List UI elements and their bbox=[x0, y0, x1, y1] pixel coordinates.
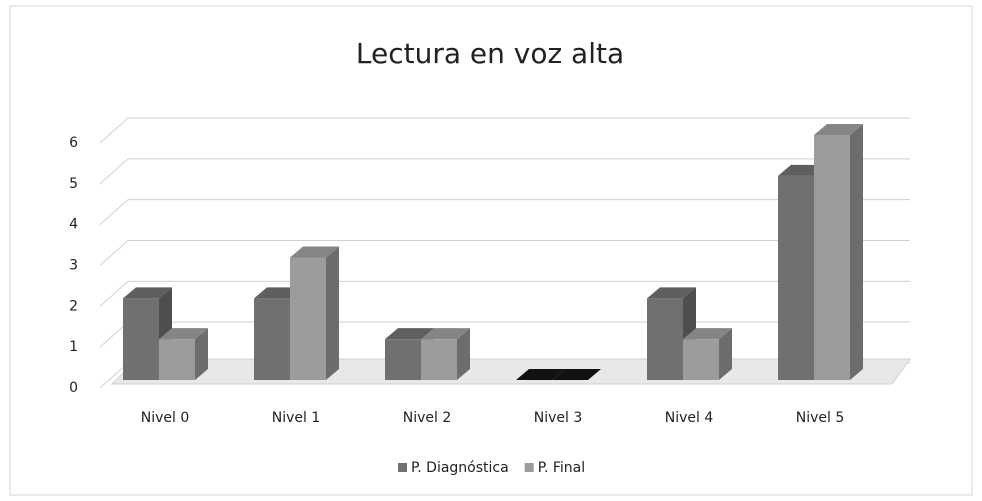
chart-title: Lectura en voz alta bbox=[356, 37, 624, 70]
x-tick-label: Nivel 4 bbox=[665, 410, 714, 426]
bar bbox=[385, 339, 421, 380]
legend-swatch bbox=[398, 463, 407, 472]
bar-side bbox=[719, 328, 732, 380]
grid-line bbox=[99, 117, 910, 144]
bar-side bbox=[326, 246, 339, 380]
y-tick-label: 5 bbox=[69, 176, 78, 192]
grid-line bbox=[99, 280, 910, 307]
bar-top bbox=[385, 328, 434, 340]
legend-swatch bbox=[524, 463, 534, 472]
bar-top bbox=[290, 246, 339, 258]
bar-top bbox=[683, 328, 732, 340]
bar-top bbox=[123, 287, 172, 299]
legend-label: P. Diagnóstica bbox=[411, 460, 509, 476]
bar-side bbox=[457, 328, 470, 380]
grid-line bbox=[99, 199, 910, 226]
legend-label: P. Final bbox=[538, 460, 585, 476]
y-tick-label: 3 bbox=[69, 258, 78, 274]
y-tick-label: 6 bbox=[69, 135, 78, 151]
grid-line bbox=[99, 240, 910, 266]
bar bbox=[647, 298, 683, 380]
bar bbox=[421, 339, 457, 380]
y-tick-label: 2 bbox=[69, 298, 78, 314]
bar-top bbox=[516, 369, 565, 380]
x-tick-label: Nivel 2 bbox=[403, 410, 452, 426]
x-tick-label: Nivel 3 bbox=[534, 410, 583, 426]
x-tick-label: Nivel 5 bbox=[796, 410, 845, 426]
bar bbox=[123, 298, 159, 380]
bar bbox=[290, 257, 326, 380]
bar-side bbox=[850, 124, 863, 380]
bar bbox=[683, 339, 719, 380]
bar-top bbox=[647, 287, 696, 299]
bar bbox=[254, 298, 290, 380]
bar bbox=[159, 339, 195, 380]
y-tick-label: 4 bbox=[69, 217, 78, 233]
bar-side bbox=[195, 328, 208, 380]
bar-top bbox=[814, 124, 863, 135]
x-tick-label: Nivel 1 bbox=[272, 410, 321, 426]
bar bbox=[778, 175, 814, 380]
bar-top bbox=[552, 369, 601, 380]
y-tick-label: 0 bbox=[69, 380, 78, 396]
bar bbox=[814, 135, 850, 380]
bar-top bbox=[421, 328, 470, 340]
y-tick-label: 1 bbox=[69, 339, 78, 355]
bar-top bbox=[159, 328, 208, 340]
x-tick-label: Nivel 0 bbox=[141, 410, 190, 426]
grid-line bbox=[99, 158, 910, 185]
